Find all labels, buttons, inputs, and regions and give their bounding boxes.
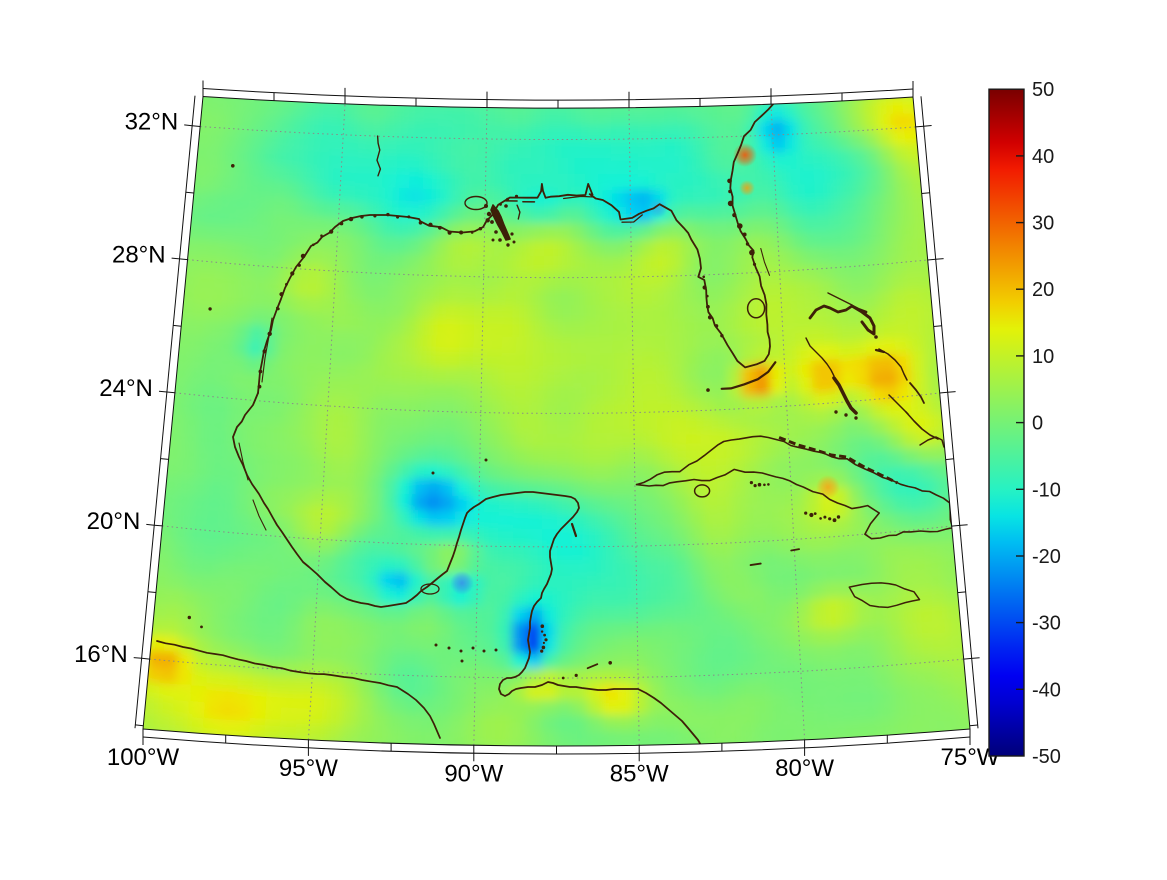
svg-text:10: 10 — [1032, 346, 1054, 368]
svg-text:40: 40 — [1032, 146, 1054, 168]
svg-text:100°W: 100°W — [107, 744, 180, 771]
svg-text:30: 30 — [1032, 213, 1054, 235]
svg-text:28°N: 28°N — [112, 242, 166, 269]
svg-text:-10: -10 — [1032, 479, 1061, 501]
svg-text:90°W: 90°W — [444, 760, 503, 787]
svg-text:-50: -50 — [1032, 746, 1061, 768]
svg-text:-20: -20 — [1032, 546, 1061, 568]
svg-text:16°N: 16°N — [74, 641, 128, 668]
svg-text:95°W: 95°W — [279, 755, 338, 782]
svg-text:24°N: 24°N — [99, 375, 153, 402]
svg-text:50: 50 — [1032, 79, 1054, 101]
svg-text:-30: -30 — [1032, 613, 1061, 635]
svg-text:-40: -40 — [1032, 679, 1061, 701]
svg-text:20°N: 20°N — [87, 508, 141, 535]
svg-text:80°W: 80°W — [775, 755, 834, 782]
svg-text:0: 0 — [1032, 413, 1043, 435]
svg-text:32°N: 32°N — [125, 109, 179, 136]
svg-text:20: 20 — [1032, 279, 1054, 301]
svg-text:85°W: 85°W — [610, 760, 669, 787]
